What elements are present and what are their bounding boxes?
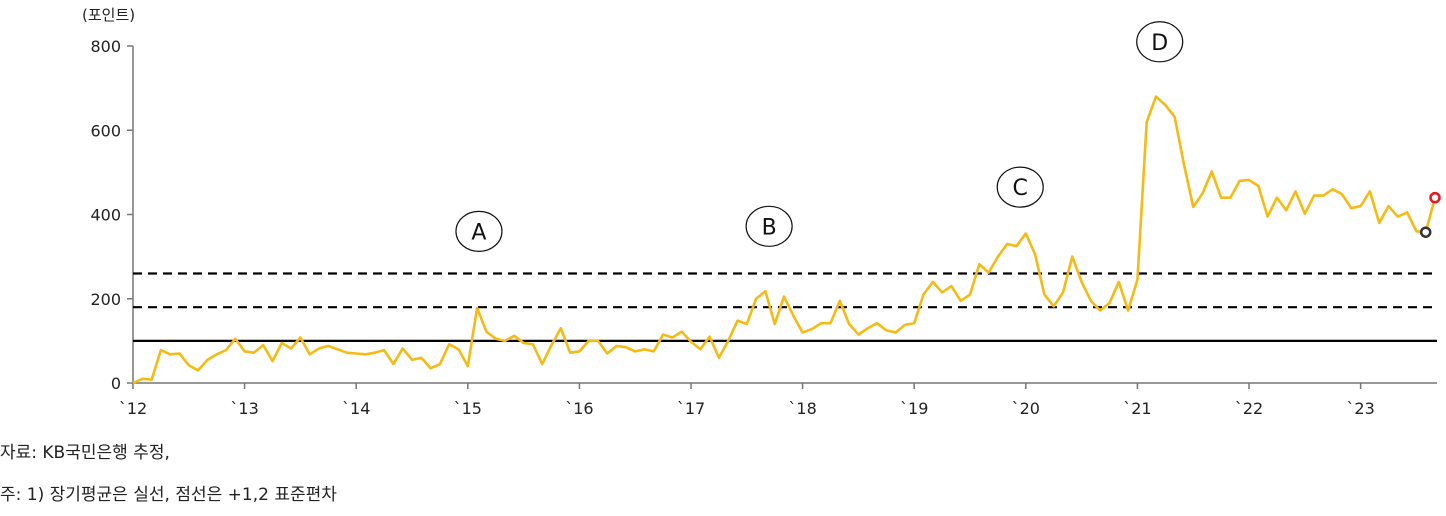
x-tick-label: `15 <box>454 399 482 418</box>
y-tick-label: 400 <box>90 206 121 225</box>
point-marker <box>1429 191 1441 204</box>
annotation-label: A <box>471 220 486 245</box>
x-tick-label: `18 <box>788 399 816 418</box>
x-tick-label: `17 <box>677 399 705 418</box>
x-tick-label: `22 <box>1235 399 1263 418</box>
y-unit-label: (포인트) <box>82 6 135 24</box>
y-tick-label: 800 <box>90 37 121 56</box>
y-tick-label: 200 <box>90 290 121 309</box>
annotation-circle <box>1136 21 1184 63</box>
x-tick-label: `23 <box>1346 399 1374 418</box>
x-tick-label: `19 <box>900 399 928 418</box>
source-note: 자료: KB국민은행 추정, <box>0 443 170 463</box>
x-tick-label: `14 <box>342 399 370 418</box>
x-tick-label: `21 <box>1123 399 1151 418</box>
x-tick-label: `13 <box>230 399 258 418</box>
annotation-circle <box>745 205 793 247</box>
annotation-label: D <box>1151 31 1168 56</box>
x-tick-label: `16 <box>565 399 593 418</box>
point-marker <box>1419 226 1432 238</box>
annotation-circle <box>996 166 1044 208</box>
series-line <box>132 95 1437 385</box>
x-tick-label: `20 <box>1012 399 1040 418</box>
annotation-circle <box>455 210 503 252</box>
y-tick-label: 0 <box>111 374 121 393</box>
x-tick-label: `12 <box>119 399 147 418</box>
annotation-label: C <box>1013 176 1028 201</box>
annotation-label: B <box>762 215 777 240</box>
y-tick-label: 600 <box>90 121 121 140</box>
footnote: 주: 1) 장기평균은 실선, 점선은 +1,2 표준편차 <box>0 485 337 505</box>
